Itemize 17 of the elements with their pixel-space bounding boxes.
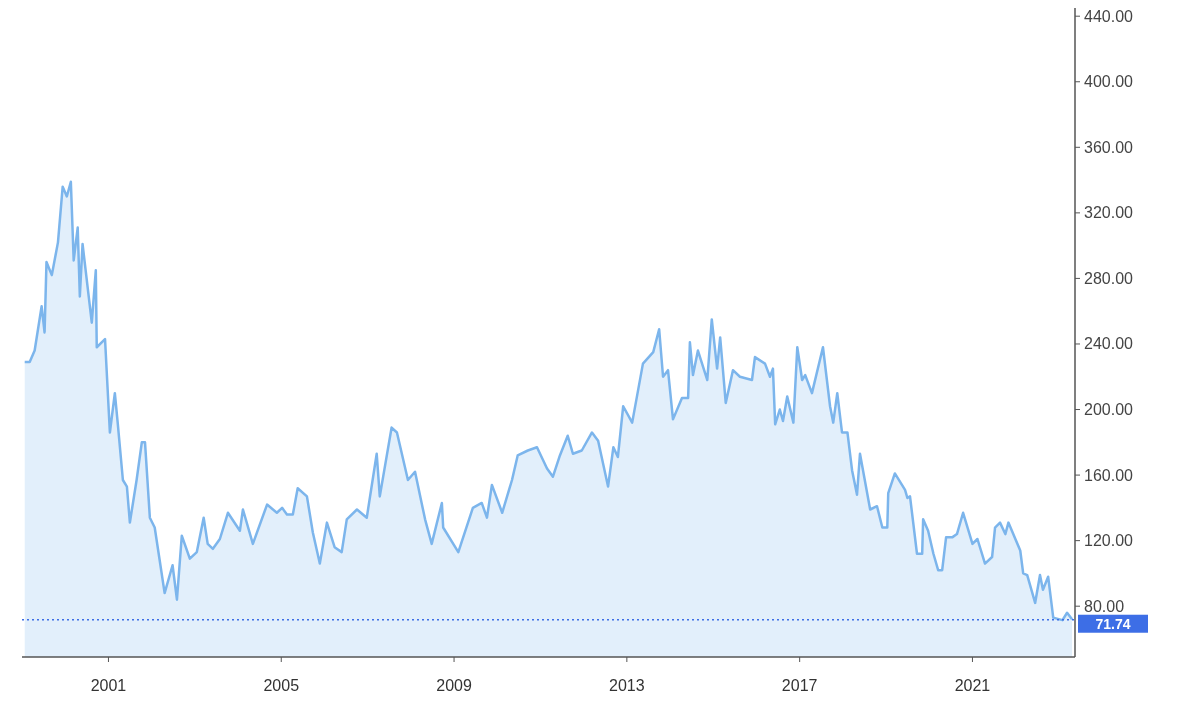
x-tick-label: 2009 bbox=[436, 677, 472, 694]
y-tick-label: 240.00 bbox=[1084, 335, 1134, 353]
y-tick-label: 320.00 bbox=[1084, 204, 1134, 222]
y-tick-label: 160.00 bbox=[1084, 466, 1134, 484]
x-tick-label: 2021 bbox=[954, 677, 991, 694]
ref-line-label: 71.74 bbox=[1095, 615, 1131, 632]
y-tick-label: 280.00 bbox=[1084, 269, 1134, 287]
y-tick-label: 200.00 bbox=[1084, 401, 1134, 419]
x-tick-label: 2013 bbox=[609, 677, 645, 694]
x-tick-label: 2001 bbox=[90, 677, 127, 694]
y-tick-label: 440.00 bbox=[1084, 7, 1134, 25]
x-tick-label: 2017 bbox=[781, 677, 818, 694]
y-tick-label: 400.00 bbox=[1084, 73, 1134, 91]
x-tick-label: 2005 bbox=[263, 677, 300, 694]
y-tick-label: 360.00 bbox=[1084, 138, 1134, 156]
y-tick-label: 80.00 bbox=[1084, 597, 1125, 615]
y-tick-label: 120.00 bbox=[1084, 532, 1134, 550]
